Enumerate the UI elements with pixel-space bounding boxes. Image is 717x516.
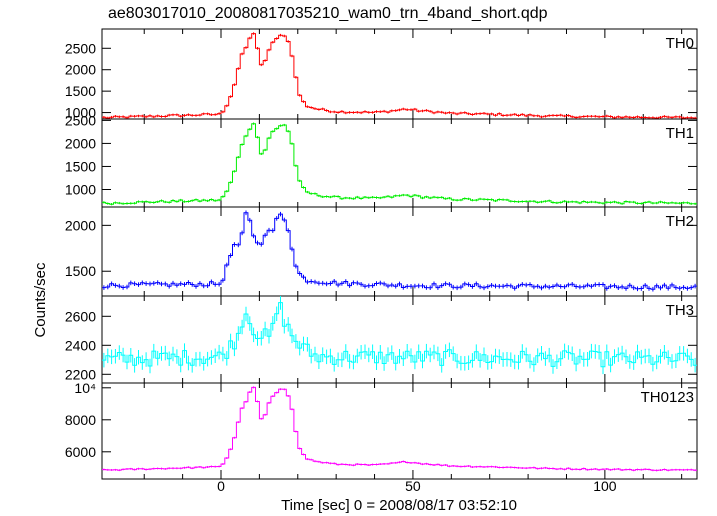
panel-label: TH2 — [666, 213, 694, 230]
panel-th0123: 6000 8000 10⁴ TH0123 — [65, 380, 698, 480]
y-tick-label: 1000 — [65, 105, 96, 121]
y-tick-label: 8000 — [65, 412, 96, 428]
data-line — [102, 212, 697, 290]
series-th1 — [102, 122, 697, 206]
y-tick-label: 2000 — [65, 217, 96, 233]
y-tick-label: 1000 — [65, 181, 96, 197]
panel-label: TH3 — [666, 302, 694, 319]
y-tick-label: 6000 — [65, 444, 96, 460]
panel-frame — [101, 118, 698, 208]
y-tick-label: 1500 — [65, 263, 96, 279]
data-line — [102, 386, 697, 471]
series-th2 — [102, 210, 697, 292]
data-line — [102, 123, 697, 205]
panel-label: TH0123 — [641, 389, 694, 406]
x-axis-label: Time [sec] 0 = 2008/08/17 03:52:10 — [281, 497, 517, 514]
panel-frame — [101, 28, 698, 120]
x-tick-label: 0 — [217, 478, 225, 494]
panel-frame — [101, 382, 698, 480]
chart-title: ae803017010_20080817035210_wam0_trn_4ban… — [108, 5, 548, 22]
panel-frame — [101, 295, 698, 384]
x-tick-label: 50 — [405, 478, 421, 494]
y-tick-label: 2200 — [65, 366, 96, 382]
y-tick-label: 2500 — [65, 112, 96, 128]
x-tick-label: 100 — [593, 478, 617, 494]
y-tick-label: 2000 — [65, 135, 96, 151]
y-tick-label: 1500 — [65, 83, 96, 99]
y-axis-label: Counts/sec — [32, 262, 49, 338]
panel-th3: 2200 2400 2600 TH3 — [65, 295, 698, 384]
panel-th2: 1500 2000 TH2 — [65, 206, 698, 297]
y-tick-label: 10⁴ — [74, 380, 96, 396]
panel-th0: 1000 1500 2000 2500 TH0 — [65, 28, 698, 121]
y-tick-label: 1500 — [65, 158, 96, 174]
y-tick-label: 2400 — [65, 337, 96, 353]
series-th3 — [102, 296, 697, 375]
data-line — [102, 33, 697, 119]
panel-label: TH1 — [666, 125, 694, 142]
panel-label: TH0 — [666, 35, 694, 52]
data-line — [102, 302, 697, 368]
y-tick-label: 2000 — [65, 62, 96, 78]
series-th0 — [102, 32, 697, 119]
y-tick-label: 2600 — [65, 308, 96, 324]
y-tick-label: 2500 — [65, 40, 96, 56]
panel-th1: 1000 1500 2000 2500 TH1 — [65, 112, 698, 208]
series-th0123 — [102, 386, 697, 472]
